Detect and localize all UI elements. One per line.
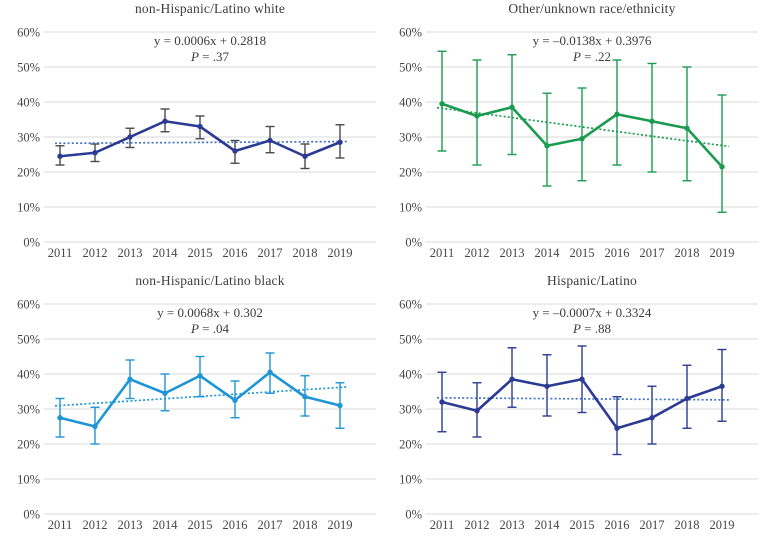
svg-text:40%: 40% xyxy=(17,96,40,110)
chart-panel-nonhispanic-white: 0% 10% 20% 30% 40% 50% 60% 2011 2012 2013 2014 2015… xyxy=(0,0,382,272)
svg-text:2018: 2018 xyxy=(293,246,318,260)
svg-text:10%: 10% xyxy=(17,473,40,487)
svg-text:2013: 2013 xyxy=(118,246,143,260)
p-value-text: P = .88 xyxy=(572,321,612,336)
chart-title: non-Hispanic/Latino white xyxy=(134,1,286,16)
svg-text:40%: 40% xyxy=(399,96,422,110)
svg-text:2019: 2019 xyxy=(710,518,735,532)
svg-text:2013: 2013 xyxy=(500,518,525,532)
chart-panel-nonhispanic-black: 0% 10% 20% 30% 40% 50% 60% 2011 2012 2013 2014 2015… xyxy=(0,272,382,544)
svg-text:2012: 2012 xyxy=(465,518,490,532)
svg-text:0%: 0% xyxy=(405,508,422,522)
svg-text:2016: 2016 xyxy=(605,246,630,260)
svg-text:2017: 2017 xyxy=(258,246,283,260)
equation-text: y = 0.0068x + 0.302 xyxy=(157,305,263,320)
svg-text:2019: 2019 xyxy=(328,518,353,532)
svg-text:60%: 60% xyxy=(17,298,40,312)
equation-text: y = –0.0138x + 0.3976 xyxy=(532,33,652,48)
svg-text:60%: 60% xyxy=(399,298,422,312)
svg-text:0%: 0% xyxy=(23,508,40,522)
chart-title: Hispanic/Latino xyxy=(547,273,637,288)
svg-text:2011: 2011 xyxy=(48,246,73,260)
equation-text: y = 0.0006x + 0.2818 xyxy=(153,33,267,48)
svg-text:2015: 2015 xyxy=(570,246,595,260)
svg-text:2014: 2014 xyxy=(153,246,179,260)
svg-text:2018: 2018 xyxy=(675,518,700,532)
trend-annotation: y = –0.0007x + 0.3324 P = .88 xyxy=(428,305,756,337)
line-plot-nonhispanic-black: 0% 10% 20% 30% 40% 50% 60% 2011 2012 2013 2014 2015… xyxy=(17,298,376,532)
svg-text:2018: 2018 xyxy=(293,518,318,532)
svg-text:2017: 2017 xyxy=(640,518,665,532)
p-value-text: P = .22 xyxy=(572,49,612,64)
svg-text:2013: 2013 xyxy=(500,246,525,260)
svg-text:40%: 40% xyxy=(17,368,40,382)
svg-text:2015: 2015 xyxy=(188,246,213,260)
svg-text:60%: 60% xyxy=(17,26,40,40)
svg-text:2011: 2011 xyxy=(430,518,455,532)
trend-annotation: y = 0.0006x + 0.2818 P = .37 xyxy=(46,33,374,65)
svg-text:30%: 30% xyxy=(17,403,40,417)
equation-text: y = –0.0007x + 0.3324 xyxy=(532,305,652,320)
svg-text:2017: 2017 xyxy=(640,246,665,260)
line-plot-nonhispanic-white: 0% 10% 20% 30% 40% 50% 60% 2011 2012 2013 2014 2015… xyxy=(17,26,376,260)
svg-text:20%: 20% xyxy=(17,438,40,452)
svg-text:2013: 2013 xyxy=(118,518,143,532)
svg-text:2014: 2014 xyxy=(535,518,561,532)
svg-text:2018: 2018 xyxy=(675,246,700,260)
trend-annotation: y = –0.0138x + 0.3976 P = .22 xyxy=(428,33,756,65)
svg-text:2019: 2019 xyxy=(710,246,735,260)
svg-text:2015: 2015 xyxy=(570,518,595,532)
svg-text:20%: 20% xyxy=(399,438,422,452)
svg-text:10%: 10% xyxy=(17,201,40,215)
chart-panel-other-unknown: 0% 10% 20% 30% 40% 50% 60% 2011 2012 2013 2014 2015… xyxy=(382,0,764,272)
svg-text:50%: 50% xyxy=(399,61,422,75)
svg-text:2011: 2011 xyxy=(430,246,455,260)
svg-text:2019: 2019 xyxy=(328,246,353,260)
svg-text:2016: 2016 xyxy=(223,246,248,260)
svg-text:40%: 40% xyxy=(399,368,422,382)
svg-text:0%: 0% xyxy=(405,236,422,250)
svg-text:2012: 2012 xyxy=(83,518,108,532)
svg-text:30%: 30% xyxy=(399,131,422,145)
svg-text:30%: 30% xyxy=(399,403,422,417)
p-value-text: P = .37 xyxy=(190,49,230,64)
svg-text:50%: 50% xyxy=(399,333,422,347)
svg-text:10%: 10% xyxy=(399,201,422,215)
line-plot-hispanic-latino: 0% 10% 20% 30% 40% 50% 60% 2011 2012 2013 2014 2015… xyxy=(399,298,758,532)
chart-title: Other/unknown race/ethnicity xyxy=(508,1,676,16)
svg-text:2016: 2016 xyxy=(605,518,630,532)
svg-text:20%: 20% xyxy=(17,166,40,180)
svg-text:10%: 10% xyxy=(399,473,422,487)
trend-annotation: y = 0.0068x + 0.302 P = .04 xyxy=(46,305,374,337)
svg-text:2015: 2015 xyxy=(188,518,213,532)
line-plot-other-unknown: 0% 10% 20% 30% 40% 50% 60% 2011 2012 2013 2014 2015… xyxy=(399,26,758,260)
svg-text:2012: 2012 xyxy=(465,246,490,260)
svg-text:2016: 2016 xyxy=(223,518,248,532)
svg-text:2014: 2014 xyxy=(153,518,179,532)
svg-text:0%: 0% xyxy=(23,236,40,250)
svg-text:2017: 2017 xyxy=(258,518,283,532)
svg-text:2014: 2014 xyxy=(535,246,561,260)
chart-panel-hispanic-latino: 0% 10% 20% 30% 40% 50% 60% 2011 2012 2013 2014 2015… xyxy=(382,272,764,544)
svg-text:60%: 60% xyxy=(399,26,422,40)
svg-text:20%: 20% xyxy=(399,166,422,180)
svg-text:2011: 2011 xyxy=(48,518,73,532)
svg-text:50%: 50% xyxy=(17,61,40,75)
chart-title: non-Hispanic/Latino black xyxy=(135,273,285,288)
svg-text:30%: 30% xyxy=(17,131,40,145)
svg-text:2012: 2012 xyxy=(83,246,108,260)
svg-text:50%: 50% xyxy=(17,333,40,347)
p-value-text: P = .04 xyxy=(190,321,230,336)
